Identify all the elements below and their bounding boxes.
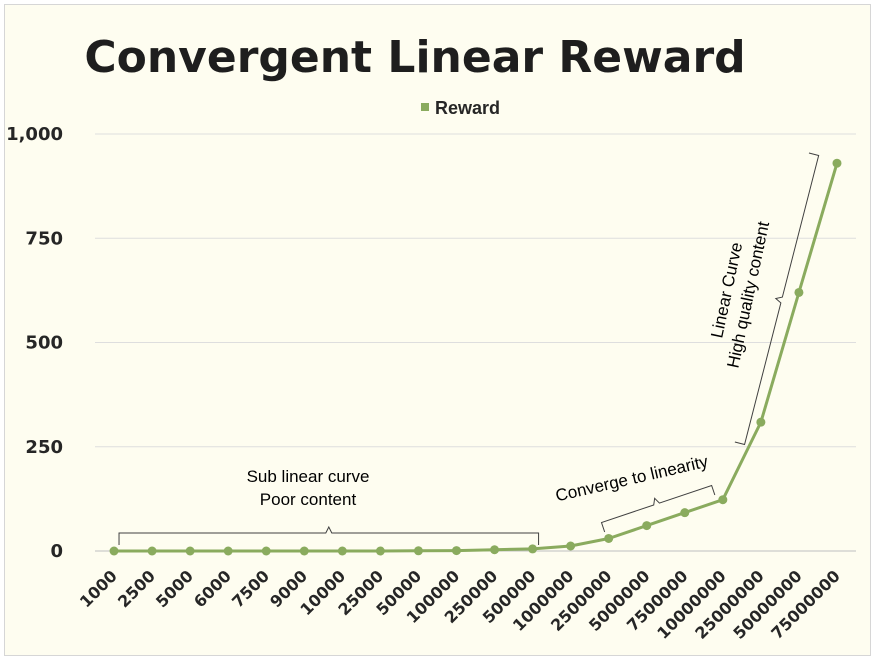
chart-area: Convergent Linear Reward Reward 0 250 500 7…: [4, 4, 871, 656]
data-point: [375, 546, 385, 556]
data-point: [832, 158, 842, 168]
annotation-converge-line1: Converge to linearity: [554, 452, 711, 506]
bracket-converge: [600, 484, 716, 533]
data-point: [337, 546, 347, 556]
data-point: [566, 541, 576, 551]
y-tick-label: 750: [25, 228, 63, 249]
series-reward: [109, 158, 842, 556]
y-tick-label: 0: [50, 541, 63, 562]
gridlines: [95, 133, 856, 552]
data-point: [604, 533, 614, 543]
y-axis-ticks: 0 250 500 750 1,000: [6, 124, 63, 562]
y-tick-label: 1,000: [6, 124, 63, 145]
x-tick-label: 6000: [190, 566, 235, 611]
annotation-sub-linear: Sub linear curve Poor content: [247, 467, 370, 509]
data-point: [261, 546, 271, 556]
data-point: [794, 287, 804, 297]
data-point: [718, 495, 728, 505]
data-point: [490, 545, 500, 555]
chart-title: Convergent Linear Reward: [84, 32, 745, 83]
x-tick-label: 5000: [152, 566, 197, 611]
x-axis-ticks: 1000250050006000750090001000025000500001…: [76, 566, 844, 642]
bracket-converge-group: [600, 484, 716, 533]
x-tick-label: 1000: [76, 566, 121, 611]
data-point: [109, 546, 119, 556]
data-point: [299, 546, 309, 556]
data-point: [680, 508, 690, 518]
data-point: [756, 417, 766, 427]
annotation-converge: Converge to linearity: [554, 452, 711, 506]
y-tick-label: 250: [25, 437, 63, 458]
data-point: [223, 546, 233, 556]
legend: Reward: [421, 98, 500, 118]
legend-label: Reward: [435, 98, 500, 118]
data-point: [451, 546, 461, 556]
series-line: [114, 162, 839, 553]
x-tick-label: 7500: [228, 566, 273, 611]
annotation-sub-linear-line2: Poor content: [260, 490, 357, 509]
data-point: [413, 546, 423, 556]
y-tick-label: 500: [25, 333, 63, 354]
data-point: [185, 546, 195, 556]
annotation-brackets: [118, 152, 820, 545]
annotation-sub-linear-line1: Sub linear curve: [247, 467, 370, 486]
legend-marker: [421, 103, 429, 111]
data-point: [642, 521, 652, 531]
bracket-linear: [734, 152, 820, 446]
x-tick-label: 2500: [114, 566, 159, 611]
data-point: [528, 544, 538, 554]
line-chart: Convergent Linear Reward Reward 0 250 500 7…: [6, 32, 856, 643]
bracket-linear-group: [734, 152, 820, 446]
bracket-sub-linear: [118, 525, 540, 545]
data-point: [147, 546, 157, 556]
